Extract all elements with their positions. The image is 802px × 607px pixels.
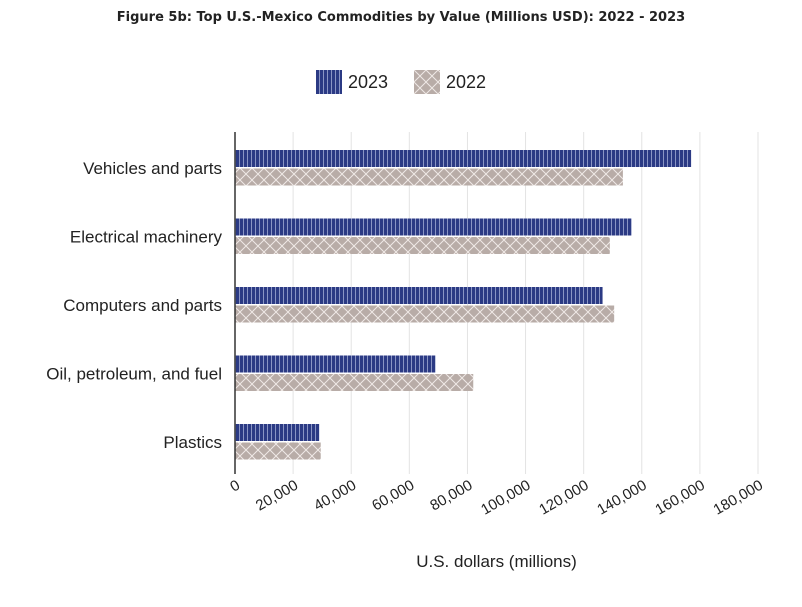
chart-title: Figure 5b: Top U.S.-Mexico Commodities b…	[116, 10, 686, 25]
x-tick-label-140000: 140,000	[594, 477, 649, 519]
category-labels: Vehicles and parts Electrical machinery Co…	[46, 159, 222, 452]
bar-2022-computers-and-parts	[235, 305, 615, 323]
x-tick-label-40000: 40,000	[311, 477, 359, 515]
bar-2023-plastics	[235, 424, 320, 441]
x-tick-label-120000: 120,000	[536, 477, 591, 519]
legend: 2023 2022	[0, 70, 802, 94]
bar-2023-computers-and-parts	[235, 287, 603, 304]
legend-label-2023: 2023	[347, 71, 388, 92]
legend-swatch-2022	[414, 70, 440, 94]
bar-2022-oil-petroleum-and-fuel	[235, 374, 474, 391]
bars	[235, 150, 692, 460]
bar-2023-vehicles-and-parts	[235, 150, 692, 167]
bar-2022-plastics	[235, 442, 321, 460]
legend-item-2023: 2023	[315, 70, 388, 94]
category-label-electrical-machinery: Electrical machinery	[70, 228, 223, 247]
legend-label-2022: 2022	[446, 71, 487, 92]
x-tick-label-160000: 160,000	[652, 477, 707, 519]
category-label-computers-and-parts: Computers and parts	[63, 296, 222, 315]
category-label-plastics: Plastics	[163, 433, 222, 452]
legend-item-2022: 2022	[414, 70, 486, 94]
x-tick-label-60000: 60,000	[369, 477, 417, 515]
bar-2023-oil-petroleum-and-fuel	[235, 355, 436, 373]
x-tick-label-100000: 100,000	[478, 477, 533, 519]
x-tick-label-20000: 20,000	[253, 477, 301, 515]
x-tick-label-80000: 80,000	[427, 477, 475, 515]
x-tick-labels: 0 20,000 40,000 60,000 80,000 100,000 120,000 1…	[227, 477, 766, 519]
bar-2022-vehicles-and-parts	[235, 168, 623, 186]
legend-swatch-2023	[315, 70, 342, 94]
bar-2023-electrical-machinery	[235, 218, 632, 236]
x-tick-label-0: 0	[227, 477, 243, 496]
category-label-oil-petroleum-and-fuel: Oil, petroleum, and fuel	[46, 365, 222, 384]
bar-2022-electrical-machinery	[235, 237, 610, 254]
x-tick-label-180000: 180,000	[711, 477, 766, 519]
category-label-vehicles-and-parts: Vehicles and parts	[83, 159, 222, 178]
x-axis-label: U.S. dollars (millions)	[416, 552, 577, 571]
